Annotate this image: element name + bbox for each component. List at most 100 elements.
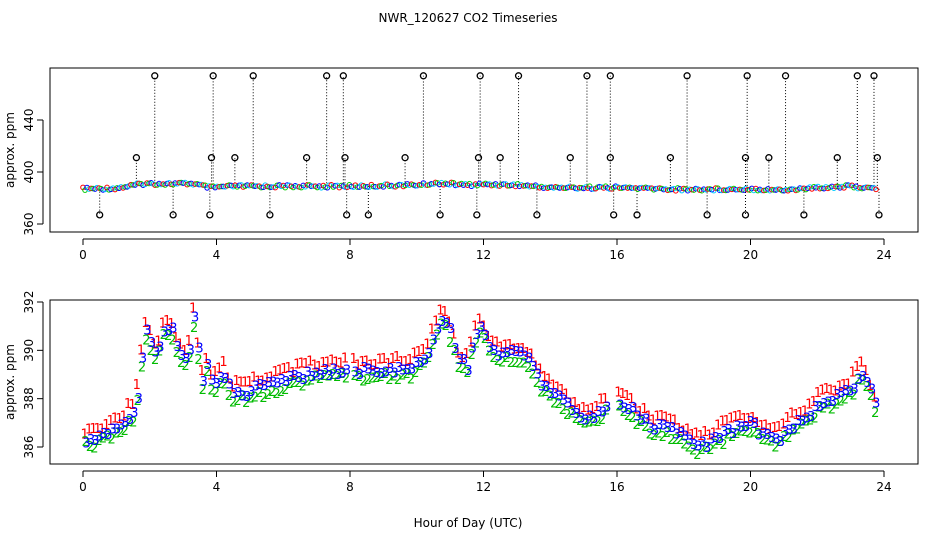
series-2-marker: 2 xyxy=(559,403,567,418)
baseline-point xyxy=(88,185,94,192)
outlier-mid-point xyxy=(341,154,349,162)
outlier-low-point xyxy=(206,211,214,219)
series-3-marker: 3 xyxy=(651,423,659,438)
series-3-marker: 3 xyxy=(699,436,707,451)
x-tick-label: 4 xyxy=(213,480,221,494)
series-1-marker: 1 xyxy=(645,409,653,424)
series-2-marker: 2 xyxy=(437,317,445,332)
series-1-marker: 1 xyxy=(363,354,371,369)
baseline-point xyxy=(520,183,527,189)
series-3-marker: 3 xyxy=(573,407,581,422)
series-3-marker: 3 xyxy=(859,370,867,385)
series-1-marker: 1 xyxy=(402,355,410,370)
series-3-marker: 3 xyxy=(547,387,555,402)
series-1-marker: 1 xyxy=(579,401,587,416)
series-3-marker: 3 xyxy=(764,428,772,443)
series-2-marker: 2 xyxy=(199,383,207,398)
series-1-marker: 1 xyxy=(805,397,813,412)
series-2-marker: 2 xyxy=(854,373,862,388)
baseline-point xyxy=(712,185,719,191)
series-1-marker: 1 xyxy=(762,419,770,434)
series-3-marker: 3 xyxy=(451,342,459,357)
series-1-marker: 1 xyxy=(276,363,284,378)
series-1-marker: 1 xyxy=(684,423,692,438)
x-tick-label: 16 xyxy=(609,248,624,262)
series-3-marker: 3 xyxy=(256,378,264,393)
series-1-marker: 1 xyxy=(588,402,596,417)
series-1-marker: 1 xyxy=(584,404,592,419)
baseline-point xyxy=(769,186,775,193)
series-1-marker: 1 xyxy=(662,410,670,425)
x-tick-label: 24 xyxy=(876,248,891,262)
outlier-high-point xyxy=(743,72,751,80)
series-2-marker: 2 xyxy=(333,370,341,385)
series-3-marker: 3 xyxy=(126,413,134,428)
series-2-marker: 2 xyxy=(685,440,693,455)
series-1-marker: 1 xyxy=(740,412,748,427)
series-3-marker: 3 xyxy=(139,352,147,367)
series-3-marker: 3 xyxy=(503,346,511,361)
baseline-point xyxy=(258,184,265,191)
outlier-low-point xyxy=(703,211,711,219)
series-2-marker: 2 xyxy=(858,373,866,388)
series-1-marker: 1 xyxy=(423,337,431,352)
series-2-marker: 2 xyxy=(168,334,176,349)
series-1-marker: 1 xyxy=(393,350,401,365)
series-1-marker: 1 xyxy=(280,362,288,377)
series-2-marker: 2 xyxy=(368,371,376,386)
series-1-marker: 1 xyxy=(835,380,843,395)
series-1-marker: 1 xyxy=(801,404,809,419)
series-2-marker: 2 xyxy=(246,391,254,406)
series-3-marker: 3 xyxy=(308,370,316,385)
x-tick-label: 12 xyxy=(476,248,491,262)
series-2-marker: 2 xyxy=(511,356,519,371)
series-3-marker: 3 xyxy=(182,352,190,367)
y-tick-label: 392 xyxy=(22,291,36,314)
series-3-marker: 3 xyxy=(373,366,381,381)
series-3-marker: 3 xyxy=(842,384,850,399)
series-2-marker: 2 xyxy=(515,357,523,372)
series-2-marker: 2 xyxy=(620,405,628,420)
series-3-marker: 3 xyxy=(816,400,824,415)
x-tick-label: 0 xyxy=(79,480,87,494)
series-3-marker: 3 xyxy=(820,397,828,412)
series-1-marker: 1 xyxy=(293,357,301,372)
series-1-marker: 1 xyxy=(540,370,548,385)
y-axis-label: approx. ppm xyxy=(3,112,17,188)
series-1-marker: 1 xyxy=(185,334,193,349)
series-1-marker: 1 xyxy=(553,381,561,396)
baseline-point xyxy=(721,187,727,193)
series-1-marker: 1 xyxy=(575,403,583,418)
series-3-marker: 3 xyxy=(269,376,277,391)
series-3-marker: 3 xyxy=(534,368,542,383)
baseline-point xyxy=(218,183,224,190)
series-1-marker: 1 xyxy=(241,375,249,390)
series-2-marker: 2 xyxy=(758,433,766,448)
series-1-marker: 1 xyxy=(701,425,709,440)
series-1-marker: 1 xyxy=(783,411,791,426)
series-2-marker: 2 xyxy=(589,415,597,430)
x-tick-label: 20 xyxy=(743,248,758,262)
series-1-marker: 1 xyxy=(870,391,878,406)
outlier-low-point xyxy=(473,211,481,219)
series-3-marker: 3 xyxy=(430,334,438,349)
series-3-marker: 3 xyxy=(104,428,112,443)
series-1-marker: 1 xyxy=(341,351,349,366)
series-1-marker: 1 xyxy=(488,335,496,350)
baseline-point xyxy=(192,181,198,187)
series-2-marker: 2 xyxy=(125,415,133,430)
baseline-point xyxy=(560,185,567,191)
series-2-marker: 2 xyxy=(524,361,532,376)
series-3-marker: 3 xyxy=(660,419,668,434)
series-2-marker: 2 xyxy=(121,424,129,439)
baseline-point xyxy=(735,186,741,193)
series-3-marker: 3 xyxy=(169,321,177,336)
x-tick-label: 12 xyxy=(476,480,491,494)
series-2-marker: 2 xyxy=(659,430,667,445)
series-2-marker: 2 xyxy=(203,365,211,380)
series-2-marker: 2 xyxy=(541,385,549,400)
series-1-marker: 1 xyxy=(705,428,713,443)
series-3-marker: 3 xyxy=(91,434,99,449)
series-1-marker: 1 xyxy=(89,422,97,437)
